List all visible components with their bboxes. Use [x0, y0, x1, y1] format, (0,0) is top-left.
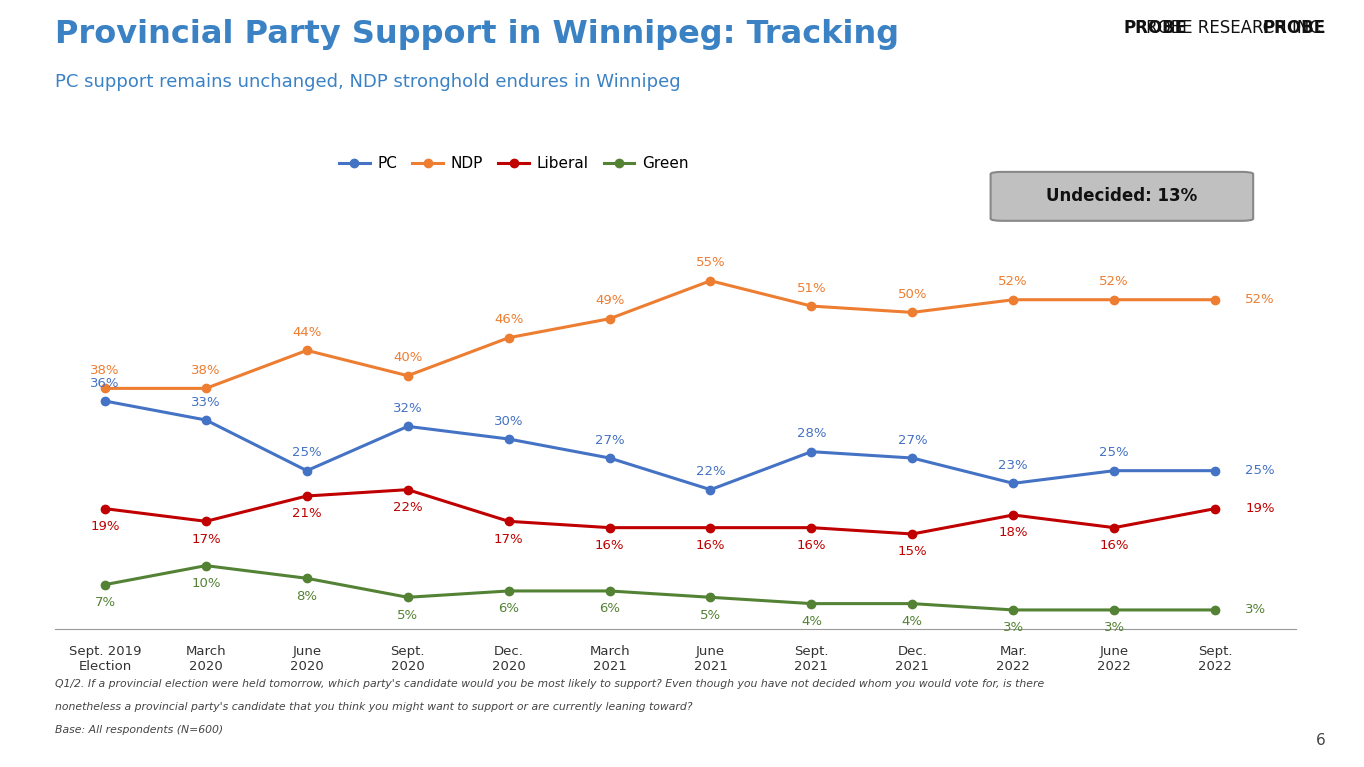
Text: 38%: 38%: [191, 364, 221, 377]
Text: 52%: 52%: [998, 275, 1028, 288]
Text: 8%: 8%: [296, 590, 318, 603]
Text: 15%: 15%: [898, 545, 928, 558]
Text: 22%: 22%: [393, 501, 423, 514]
Text: 6%: 6%: [599, 602, 621, 615]
Text: 36%: 36%: [90, 377, 120, 390]
Text: Q1/2. If a provincial election were held tomorrow, which party's candidate would: Q1/2. If a provincial election were held…: [55, 679, 1043, 689]
Text: 44%: 44%: [292, 326, 322, 339]
Text: 49%: 49%: [595, 295, 625, 308]
Text: 16%: 16%: [595, 539, 625, 552]
Text: PROBE RESEARCH INC.: PROBE RESEARCH INC.: [1136, 19, 1326, 37]
Text: 27%: 27%: [898, 433, 928, 446]
Text: 52%: 52%: [1099, 275, 1129, 288]
Text: 21%: 21%: [292, 508, 322, 520]
Text: 19%: 19%: [1245, 502, 1275, 515]
Text: 3%: 3%: [1245, 604, 1266, 617]
Text: 6: 6: [1316, 732, 1326, 748]
Text: 52%: 52%: [1245, 293, 1275, 306]
Text: 5%: 5%: [700, 609, 722, 622]
Text: 51%: 51%: [797, 281, 827, 295]
Text: 4%: 4%: [902, 615, 923, 628]
Text: 46%: 46%: [494, 314, 524, 326]
Text: 10%: 10%: [191, 577, 221, 590]
Text: 22%: 22%: [696, 466, 726, 479]
Text: 7%: 7%: [94, 596, 116, 609]
Text: 25%: 25%: [1099, 446, 1129, 459]
Text: 5%: 5%: [397, 609, 419, 622]
Text: 23%: 23%: [998, 459, 1028, 472]
Text: PROBE: PROBE: [1263, 19, 1326, 37]
Text: 6%: 6%: [498, 602, 520, 615]
Text: 55%: 55%: [696, 256, 726, 269]
Text: 4%: 4%: [801, 615, 822, 628]
Text: 27%: 27%: [595, 433, 625, 446]
Text: 25%: 25%: [292, 446, 322, 459]
Text: 17%: 17%: [191, 533, 221, 545]
Text: nonetheless a provincial party's candidate that you think you might want to supp: nonetheless a provincial party's candida…: [55, 702, 692, 712]
Text: Provincial Party Support in Winnipeg: Tracking: Provincial Party Support in Winnipeg: Tr…: [55, 19, 899, 50]
Text: 3%: 3%: [1103, 621, 1125, 634]
Text: 38%: 38%: [90, 364, 120, 377]
Text: 32%: 32%: [393, 402, 423, 415]
Text: 50%: 50%: [898, 288, 928, 301]
Text: 18%: 18%: [998, 526, 1028, 539]
Legend: PC, NDP, Liberal, Green: PC, NDP, Liberal, Green: [333, 150, 694, 177]
Text: 17%: 17%: [494, 533, 524, 545]
Text: 16%: 16%: [797, 539, 827, 552]
Text: 40%: 40%: [393, 351, 423, 364]
Text: PC support remains unchanged, NDP stronghold endures in Winnipeg: PC support remains unchanged, NDP strong…: [55, 73, 681, 91]
FancyBboxPatch shape: [990, 172, 1254, 221]
Text: 28%: 28%: [797, 427, 827, 440]
Text: 16%: 16%: [696, 539, 726, 552]
Text: 19%: 19%: [90, 520, 120, 533]
Text: PROBE: PROBE: [1124, 19, 1187, 37]
Text: Undecided: 13%: Undecided: 13%: [1046, 187, 1198, 206]
Text: 33%: 33%: [191, 396, 221, 409]
Text: 30%: 30%: [494, 415, 524, 428]
Text: 25%: 25%: [1245, 464, 1275, 477]
Text: 3%: 3%: [1003, 621, 1024, 634]
Text: Base: All respondents (N=600): Base: All respondents (N=600): [55, 725, 222, 735]
Text: 16%: 16%: [1099, 539, 1129, 552]
